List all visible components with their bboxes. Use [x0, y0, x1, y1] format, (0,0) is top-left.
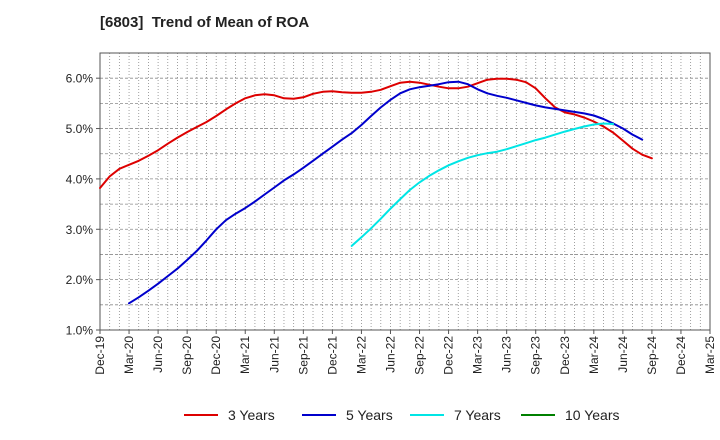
x-tick-label: Jun-20	[151, 336, 165, 373]
y-tick-label: 2.0%	[66, 273, 94, 287]
x-tick-label: Mar-22	[354, 336, 368, 374]
series-line-7-years	[350, 122, 615, 247]
x-tick-label: Sep-24	[645, 336, 659, 375]
x-tick-label: Mar-25	[703, 336, 717, 374]
legend: 3 Years 5 Years 7 Years 10 Years	[0, 404, 720, 426]
grid-lines	[100, 53, 710, 330]
y-tick-label: 4.0%	[66, 172, 94, 186]
x-tick-label: Dec-20	[209, 336, 223, 375]
legend-item-5-years: 5 Years	[302, 404, 393, 426]
x-tick-label: Mar-20	[122, 336, 136, 374]
legend-item-10-years: 10 Years	[521, 404, 620, 426]
y-tick-label: 5.0%	[66, 122, 94, 136]
x-tick-label: Jun-24	[616, 336, 630, 373]
x-tick-label: Dec-22	[442, 336, 456, 375]
legend-label: 3 Years	[228, 407, 275, 423]
series-line-5-years	[128, 80, 644, 305]
x-tick-label: Jun-23	[500, 336, 514, 373]
y-tick-label: 6.0%	[66, 72, 94, 86]
x-axis-ticks: Dec-19 Mar-20 Jun-20 Sep-20 Dec-20 Mar-21 Jun-…	[93, 330, 717, 375]
plot-area-frame	[99, 52, 711, 331]
y-tick-label: 3.0%	[66, 223, 94, 237]
legend-item-3-years: 3 Years	[184, 404, 275, 426]
legend-label: 10 Years	[565, 407, 620, 423]
series-line-3-years	[99, 77, 653, 189]
legend-swatch	[184, 414, 218, 416]
x-tick-label: Sep-20	[180, 336, 194, 375]
x-tick-label: Dec-23	[558, 336, 572, 375]
y-tick-label: 1.0%	[66, 324, 94, 338]
x-tick-label: Jun-22	[383, 336, 397, 373]
legend-item-7-years: 7 Years	[410, 404, 501, 426]
legend-swatch	[410, 414, 444, 416]
chart-title: [6803] Trend of Mean of ROA	[100, 14, 310, 31]
legend-label: 5 Years	[346, 407, 393, 423]
x-tick-label: Mar-23	[471, 336, 485, 374]
x-tick-label: Jun-21	[267, 336, 281, 373]
y-axis-ticks: 1.0% 2.0% 3.0% 4.0% 5.0% 6.0%	[66, 72, 100, 338]
x-tick-label: Sep-21	[296, 336, 310, 375]
legend-swatch	[521, 414, 555, 416]
legend-label: 7 Years	[454, 407, 501, 423]
x-tick-label: Dec-24	[674, 336, 688, 375]
x-tick-label: Mar-21	[238, 336, 252, 374]
x-tick-label: Dec-19	[93, 336, 107, 375]
legend-swatch	[302, 414, 336, 416]
x-tick-label: Mar-24	[587, 336, 601, 374]
x-tick-label: Sep-22	[413, 336, 427, 375]
series-lines	[99, 77, 653, 305]
x-tick-label: Dec-21	[325, 336, 339, 375]
x-tick-label: Sep-23	[529, 336, 543, 375]
